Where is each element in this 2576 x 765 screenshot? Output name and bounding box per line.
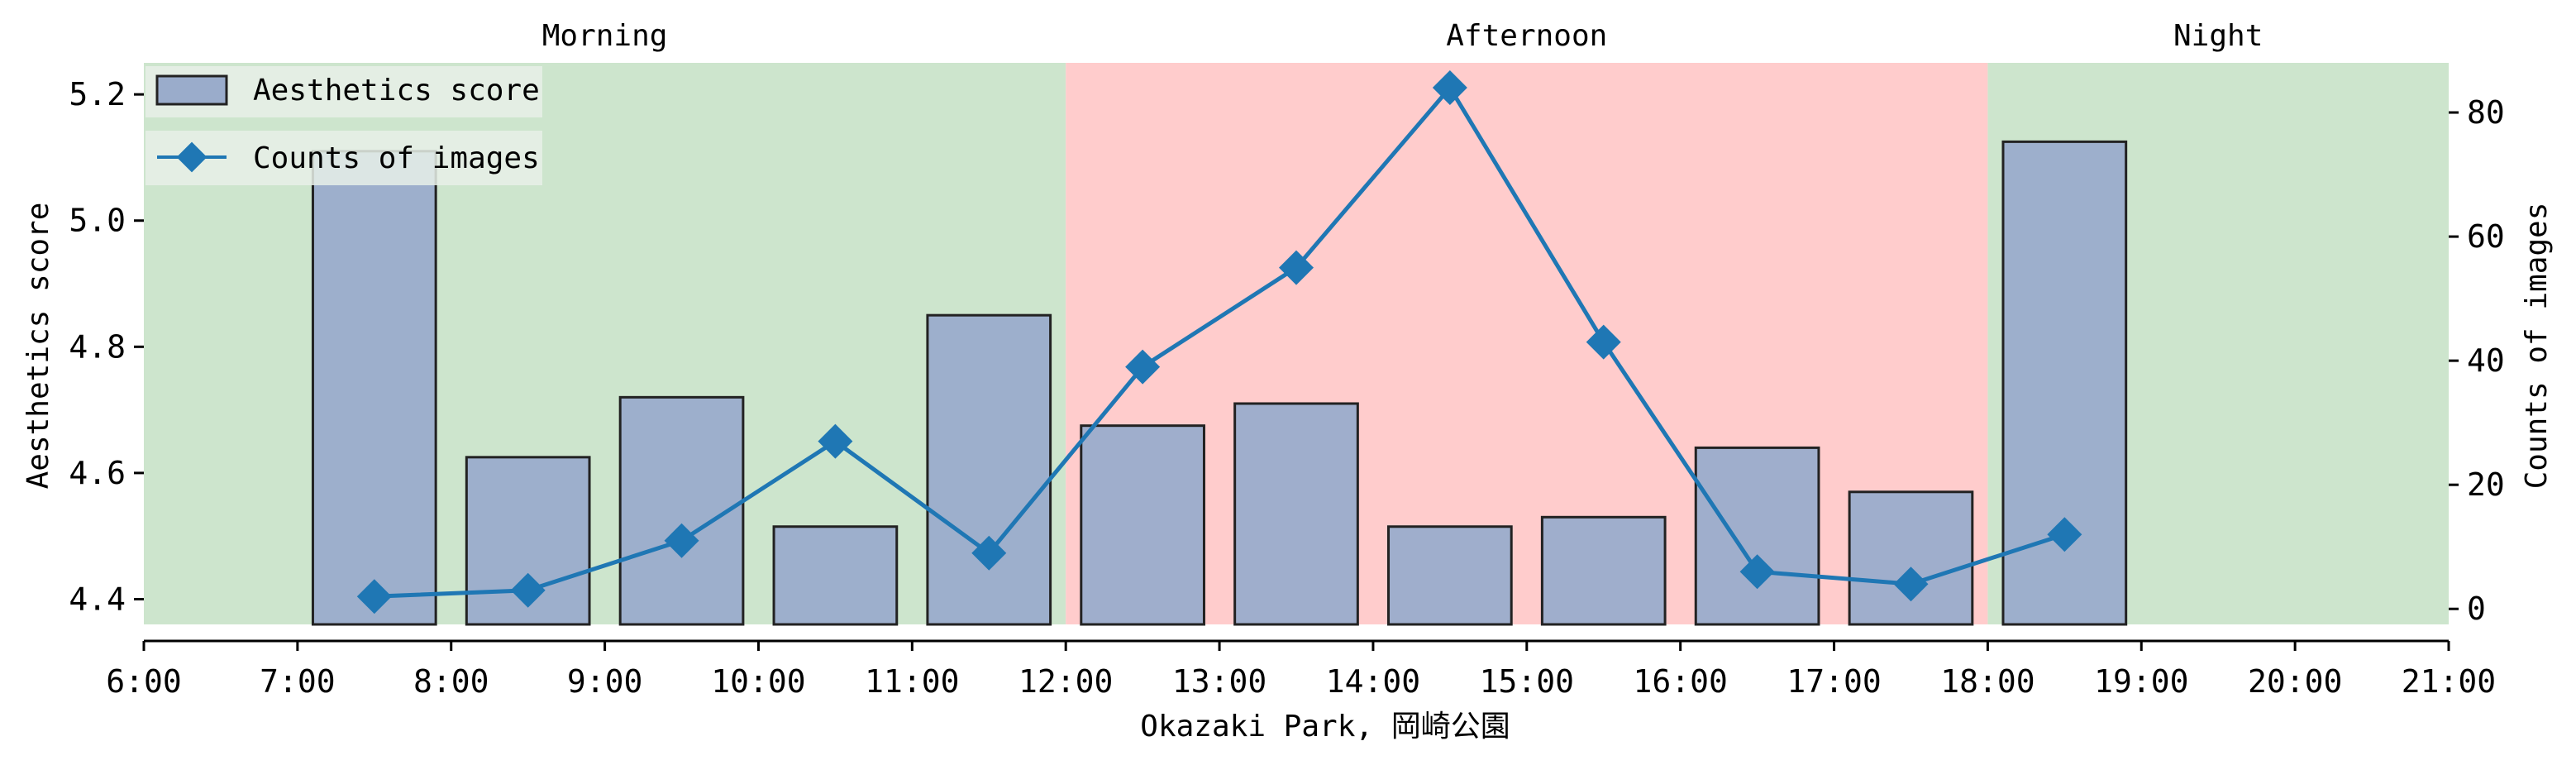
legend-aesthetics-label: Aesthetics score xyxy=(253,74,540,108)
y-right-tick-label: 20 xyxy=(2467,466,2505,503)
x-tick-label: 19:00 xyxy=(2094,663,2188,700)
legend: Aesthetics score Counts of images xyxy=(145,66,542,185)
y-left-tick-label: 4.6 xyxy=(69,455,126,491)
aesthetics-bar xyxy=(926,313,1052,626)
x-tick-label: 15:00 xyxy=(1480,663,1574,700)
counts-line-path xyxy=(374,84,2066,599)
x-tick-label: 8:00 xyxy=(413,663,489,700)
aesthetics-bar xyxy=(465,456,591,626)
band-afternoon xyxy=(1066,63,1988,624)
x-tick-label: 18:00 xyxy=(1940,663,2035,700)
aesthetics-bar xyxy=(1387,525,1513,626)
counts-marker xyxy=(1432,70,1467,106)
x-tick-label: 20:00 xyxy=(2248,663,2342,700)
aesthetics-bar xyxy=(311,150,437,626)
y-right-tick-label: 80 xyxy=(2467,94,2505,131)
axes: 6:00 7:00 8:00 9:00 10:00 11:00 12:00 13:00 14:0… xyxy=(69,76,2505,700)
time-bands xyxy=(144,63,2449,624)
x-tick-label: 14:00 xyxy=(1326,663,1420,700)
band-label-morning: Morning xyxy=(542,19,668,53)
aesthetics-bar xyxy=(1540,515,1667,626)
x-tick-label: 21:00 xyxy=(2402,663,2496,700)
counts-marker xyxy=(356,579,392,614)
counts-marker xyxy=(818,423,853,459)
aesthetics-bar xyxy=(772,525,899,626)
aesthetics-bar xyxy=(2001,140,2128,626)
counts-marker xyxy=(1739,554,1775,590)
aesthetics-bar xyxy=(1233,402,1359,626)
counts-marker xyxy=(971,535,1007,571)
band-label-night: Night xyxy=(2173,19,2263,53)
band-label-afternoon: Afternoon xyxy=(1446,19,1607,53)
y-right-axis-title: Counts of images xyxy=(2520,203,2554,490)
x-tick-label: 10:00 xyxy=(711,663,805,700)
y-left-tick-label: 5.2 xyxy=(69,76,126,112)
y-left-tick-label: 4.4 xyxy=(69,581,126,617)
counts-marker xyxy=(1586,324,1621,360)
y-left-tick-label: 5.0 xyxy=(69,203,126,239)
y-left-tick-label: 4.8 xyxy=(69,328,126,365)
legend-diamond-marker xyxy=(176,141,208,173)
legend-counts-label: Counts of images xyxy=(253,141,540,175)
aesthetics-bars xyxy=(311,140,2128,626)
x-tick-label: 13:00 xyxy=(1172,663,1267,700)
counts-marker xyxy=(510,572,546,608)
x-tick-label: 12:00 xyxy=(1018,663,1113,700)
legend-bar-swatch xyxy=(155,74,228,106)
y-left-axis-title: Aesthetics score xyxy=(21,203,55,490)
x-tick-label: 16:00 xyxy=(1633,663,1727,700)
counts-marker xyxy=(1893,567,1929,602)
aesthetics-bar xyxy=(1694,446,1820,626)
x-tick-label: 7:00 xyxy=(260,663,336,700)
y-right-tick-label: 0 xyxy=(2467,590,2486,627)
x-tick-label: 6:00 xyxy=(106,663,182,700)
aesthetics-bar xyxy=(618,395,745,626)
x-tick-label: 11:00 xyxy=(865,663,959,700)
x-tick-label: 9:00 xyxy=(567,663,643,700)
y-right-tick-label: 40 xyxy=(2467,342,2505,379)
counts-line xyxy=(356,70,2082,614)
counts-marker xyxy=(2047,517,2082,552)
time-band-labels: Morning Afternoon Night xyxy=(542,19,2264,53)
counts-marker xyxy=(664,523,699,558)
y-right-tick-label: 60 xyxy=(2467,218,2505,255)
counts-marker xyxy=(1125,349,1161,385)
x-tick-label: 17:00 xyxy=(1787,663,1881,700)
counts-marker xyxy=(1279,250,1314,285)
aesthetics-bar xyxy=(1080,424,1205,626)
x-axis-title: Okazaki Park, 岡崎公園 xyxy=(1140,710,1510,743)
aesthetics-bar xyxy=(1848,490,1974,626)
